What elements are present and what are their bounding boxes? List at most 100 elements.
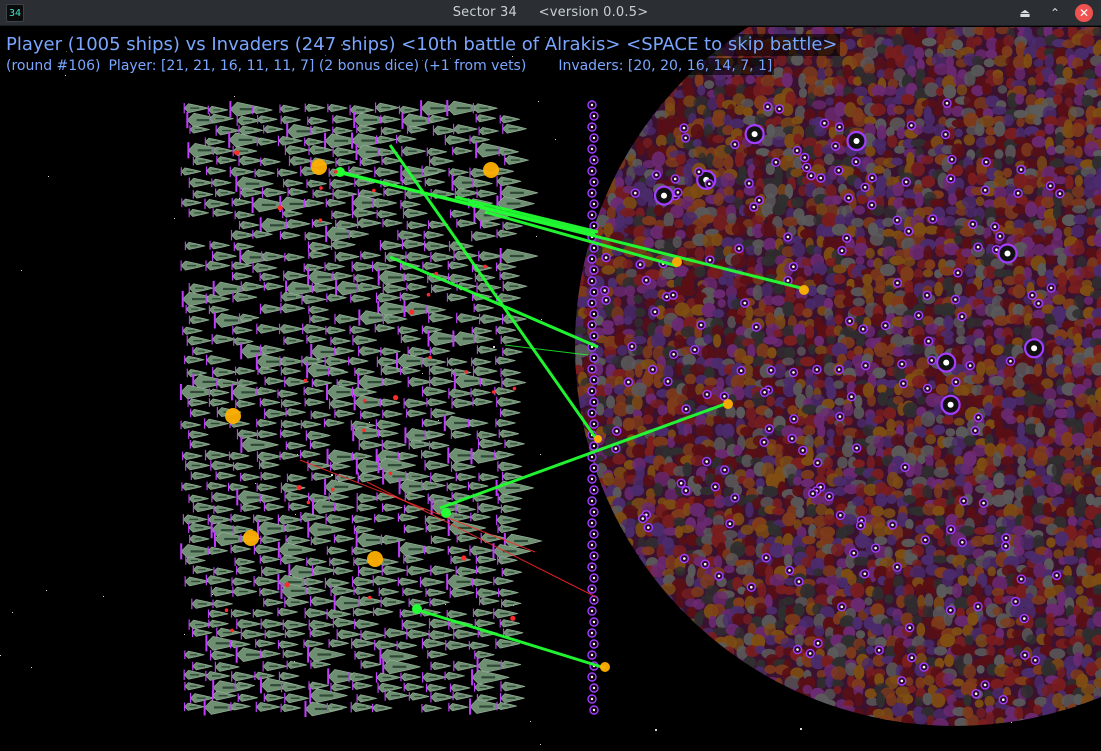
invader-ship[interactable] xyxy=(720,465,730,475)
invader-front-line-ship[interactable] xyxy=(587,672,597,682)
invader-ship[interactable] xyxy=(792,644,803,655)
invader-ship[interactable] xyxy=(900,462,910,472)
invader-ship[interactable] xyxy=(849,548,859,558)
invader-front-line-ship[interactable] xyxy=(589,177,599,187)
invader-command-ship[interactable] xyxy=(1023,338,1045,359)
invader-ship[interactable] xyxy=(714,571,724,581)
invader-ship[interactable] xyxy=(702,456,712,467)
invader-ship[interactable] xyxy=(681,404,691,414)
invader-front-line-ship[interactable] xyxy=(589,551,599,561)
invader-ship[interactable] xyxy=(648,364,658,375)
invader-ship[interactable] xyxy=(971,689,981,699)
invader-ship[interactable] xyxy=(710,482,720,492)
invader-front-line-ship[interactable] xyxy=(587,144,597,154)
invader-command-ship[interactable] xyxy=(997,243,1018,264)
invader-ship[interactable] xyxy=(813,638,823,648)
invader-ship[interactable] xyxy=(1051,570,1062,581)
invader-ship[interactable] xyxy=(700,559,710,569)
invader-ship[interactable] xyxy=(928,214,938,224)
invader-command-ship[interactable] xyxy=(940,394,961,415)
invader-ship[interactable] xyxy=(623,377,634,387)
invader-front-line-ship[interactable] xyxy=(589,397,599,407)
invader-ship[interactable] xyxy=(973,242,983,252)
invader-ship[interactable] xyxy=(845,316,855,326)
invader-ship[interactable] xyxy=(973,601,983,612)
invader-command-ship[interactable] xyxy=(653,185,675,206)
invader-ship[interactable] xyxy=(798,445,808,456)
invader-ship[interactable] xyxy=(650,307,660,317)
invader-ship[interactable] xyxy=(860,569,870,579)
invader-ship[interactable] xyxy=(612,426,622,436)
invader-ship[interactable] xyxy=(670,174,680,184)
invader-ship[interactable] xyxy=(995,231,1005,241)
invader-ship[interactable] xyxy=(953,268,963,278)
invader-front-line-ship[interactable] xyxy=(587,474,597,484)
invader-ship[interactable] xyxy=(630,188,640,198)
invader-ship[interactable] xyxy=(965,360,975,371)
invader-ship[interactable] xyxy=(892,215,902,225)
invader-command-ship[interactable] xyxy=(846,130,867,152)
invader-ship[interactable] xyxy=(635,259,645,270)
invader-ship[interactable] xyxy=(696,320,706,330)
invader-front-line-ship[interactable] xyxy=(587,100,597,110)
invader-ship[interactable] xyxy=(694,167,704,177)
invader-ship[interactable] xyxy=(808,488,818,499)
invader-front-line-ship[interactable] xyxy=(589,463,599,473)
invader-front-line-ship[interactable] xyxy=(587,210,597,220)
invader-ship[interactable] xyxy=(812,364,822,375)
invader-ship[interactable] xyxy=(978,498,989,508)
invader-front-line-ship[interactable] xyxy=(587,122,597,132)
invader-ship[interactable] xyxy=(759,387,770,397)
invader-ship[interactable] xyxy=(946,173,956,184)
invader-ship[interactable] xyxy=(1013,188,1023,198)
invader-ship[interactable] xyxy=(794,576,804,587)
invader-front-line-ship[interactable] xyxy=(589,155,599,165)
invader-ship[interactable] xyxy=(730,493,740,503)
invader-front-line-ship[interactable] xyxy=(587,562,597,572)
invader-front-line-ship[interactable] xyxy=(587,606,597,616)
invader-front-line-ship[interactable] xyxy=(587,320,597,330)
invader-ship[interactable] xyxy=(998,695,1008,705)
battle-view[interactable]: Player (1005 ships) vs Invaders (247 shi… xyxy=(0,27,1101,751)
invader-ship[interactable] xyxy=(1046,283,1056,293)
invader-ship[interactable] xyxy=(867,200,877,210)
invader-front-line-ship[interactable] xyxy=(587,518,597,528)
invader-front-line-ship[interactable] xyxy=(589,111,599,121)
invader-ship[interactable] xyxy=(874,645,884,655)
invader-ship[interactable] xyxy=(673,187,683,198)
invader-ship[interactable] xyxy=(907,653,917,663)
invader-ship[interactable] xyxy=(627,341,637,352)
invader-ship[interactable] xyxy=(680,133,691,143)
invader-ship[interactable] xyxy=(824,491,834,502)
invader-ship[interactable] xyxy=(1027,290,1038,300)
battlefield-canvas[interactable] xyxy=(0,27,1101,751)
invader-ship[interactable] xyxy=(788,261,799,272)
invader-front-line-ship[interactable] xyxy=(589,419,599,429)
invader-ship[interactable] xyxy=(870,543,881,553)
invader-ship[interactable] xyxy=(950,294,961,305)
invader-ship[interactable] xyxy=(946,524,956,535)
invader-ship[interactable] xyxy=(919,662,929,672)
invader-ship[interactable] xyxy=(940,129,951,140)
invader-ship[interactable] xyxy=(897,359,907,369)
invader-ship[interactable] xyxy=(1030,655,1041,665)
invader-ship[interactable] xyxy=(601,295,611,305)
invader-ship[interactable] xyxy=(923,336,934,346)
invader-ship[interactable] xyxy=(800,152,810,163)
invader-ship[interactable] xyxy=(904,226,914,237)
invader-ship[interactable] xyxy=(759,437,769,447)
invader-front-line-ship[interactable] xyxy=(589,353,599,363)
invader-ship[interactable] xyxy=(805,648,815,659)
invader-ship[interactable] xyxy=(860,360,871,371)
invader-ship[interactable] xyxy=(968,219,978,229)
invader-ship[interactable] xyxy=(913,310,924,321)
window-titlebar[interactable]: 34 Sector 34 <version 0.0.5> ⏏ ⌃ ✕ xyxy=(0,0,1101,26)
invader-front-line-ship[interactable] xyxy=(589,595,599,605)
invader-ship[interactable] xyxy=(679,123,689,133)
invader-command-ship[interactable] xyxy=(936,352,957,373)
invader-ship[interactable] xyxy=(834,122,845,132)
invader-ship[interactable] xyxy=(980,185,990,195)
invader-front-line-ship[interactable] xyxy=(587,298,597,308)
invader-ship[interactable] xyxy=(957,311,967,322)
invader-ship[interactable] xyxy=(774,104,785,114)
